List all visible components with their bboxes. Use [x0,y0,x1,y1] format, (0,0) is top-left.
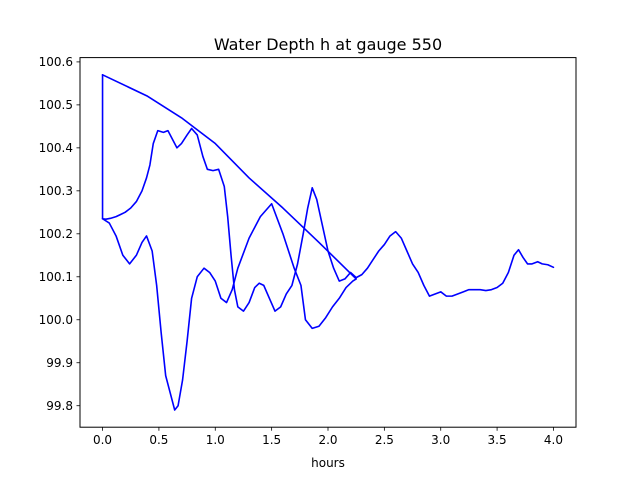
x-tick-label: 0.0 [93,433,112,447]
x-tick-label: 1.0 [206,433,225,447]
x-tick-label: 4.0 [544,433,563,447]
x-axis: 0.0 0.5 1.0 1.5 2.0 2.5 3.0 3.5 4.0 [93,427,563,447]
x-tick-label: 2.5 [375,433,394,447]
y-tick-label: 100.4 [39,141,73,155]
y-tick-label: 100.5 [39,98,73,112]
x-tick-label: 3.5 [488,433,507,447]
y-tick-label: 100.0 [39,313,73,327]
x-tick-label: 3.0 [431,433,450,447]
y-axis: 99.8 99.9 100.0 100.1 100.2 100.3 100.4 100.5 10… [39,55,80,413]
x-axis-label: hours [311,456,345,470]
x-tick-label: 1.5 [262,433,281,447]
y-tick-label: 100.1 [39,270,73,284]
y-tick-label: 100.3 [39,184,73,198]
x-tick-label: 2.0 [318,433,337,447]
chart-title: Water Depth h at gauge 550 [214,35,442,54]
y-tick-label: 99.8 [46,399,73,413]
series-line-0 [101,73,555,312]
plot-lines [101,73,555,411]
y-tick-label: 100.6 [39,55,73,69]
series-line-1 [101,73,357,411]
y-tick-label: 99.9 [46,356,73,370]
x-tick-label: 0.5 [149,433,168,447]
y-tick-label: 100.2 [39,227,73,241]
